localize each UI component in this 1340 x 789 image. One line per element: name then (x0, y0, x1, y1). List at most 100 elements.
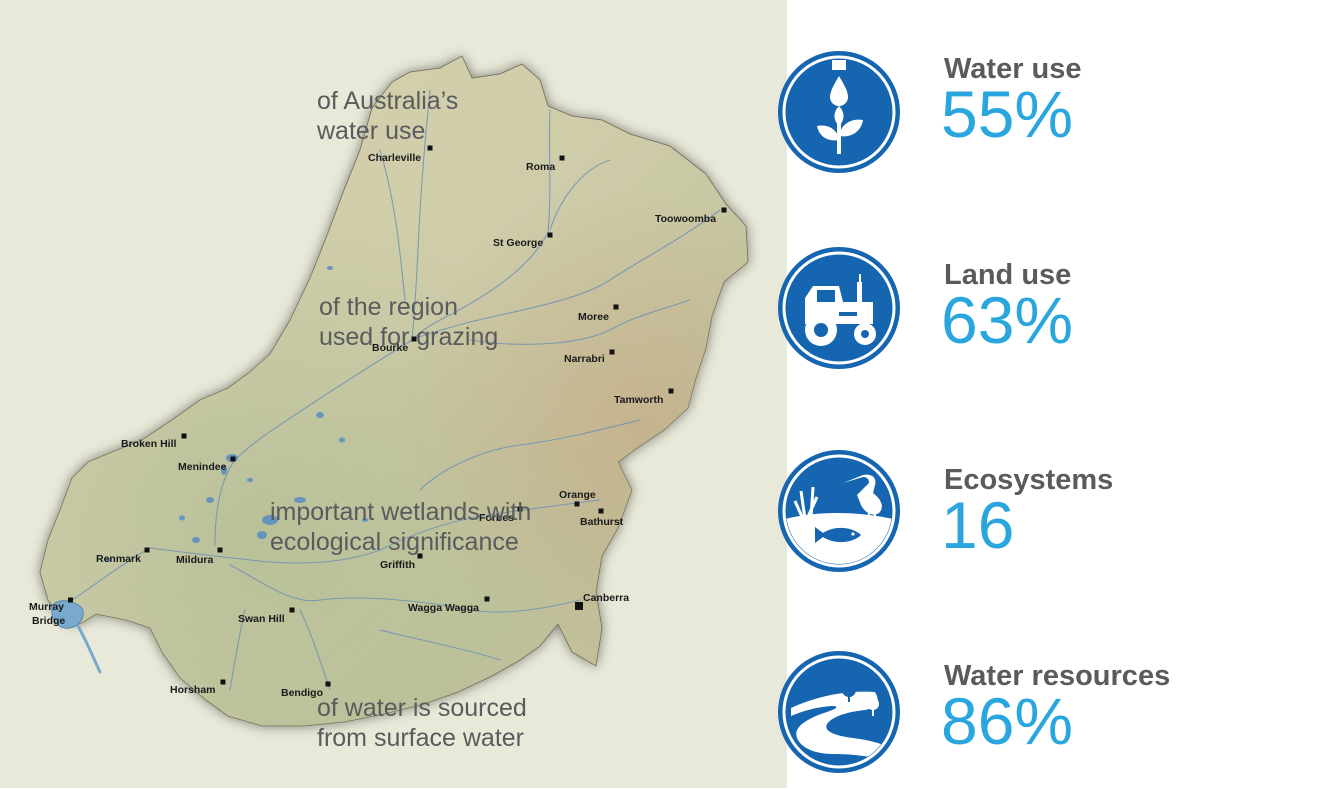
city-marker (220, 679, 226, 685)
city-label: Bendigo (281, 687, 323, 699)
stat-value: 16 (941, 488, 1015, 562)
city-marker (289, 607, 295, 613)
city-label: St George (493, 237, 543, 249)
stat-description-line: of the region (319, 293, 458, 321)
lakes (105, 266, 368, 562)
city-bourke[interactable]: Bourke (372, 336, 417, 355)
stat-description-line: of Australia’s (317, 87, 459, 115)
city-wagga-wagga[interactable]: Wagga Wagga (408, 596, 490, 615)
city-bendigo[interactable]: Bendigo (281, 681, 331, 700)
river-trees-icon (778, 651, 900, 773)
city-marker (144, 547, 150, 553)
water-drop-plant-icon (778, 51, 900, 173)
city-marker (417, 553, 423, 559)
city-marker (181, 433, 187, 439)
city-marker (517, 506, 523, 512)
city-marker (427, 145, 433, 151)
stat-description-line: of water is sourced (317, 694, 527, 722)
city-toowoomba[interactable]: Toowoomba (655, 207, 727, 226)
city-tamworth[interactable]: Tamworth (614, 388, 674, 407)
coorong (76, 624, 102, 674)
city-label: Narrabri (564, 353, 605, 365)
city-label: Swan Hill (238, 613, 285, 625)
city-label: Charleville (368, 152, 421, 164)
city-orange[interactable]: Orange (559, 489, 596, 507)
city-layer: Charleville Roma Toowoomba St George Moree Bo… (29, 145, 727, 700)
stat-description: important wetlands with ecological signif… (270, 497, 531, 557)
city-renmark[interactable]: Renmark (96, 547, 150, 566)
city-label: Horsham (170, 684, 216, 696)
stat-description-line: water use (317, 117, 426, 145)
city-label: Wagga Wagga (408, 602, 479, 614)
stat-title: Water use (944, 53, 1082, 85)
stat-value: 55% (941, 77, 1074, 151)
city-horsham[interactable]: Horsham (170, 679, 226, 697)
city-label: Forbes (479, 512, 514, 524)
city-label: Toowoomba (655, 213, 716, 225)
stat-value: 86% (941, 684, 1074, 758)
stat-water-resources: Water resources 86% of water is sourced fro… (317, 651, 1337, 789)
stat-title: Ecosystems (944, 464, 1114, 496)
city-st-george[interactable]: St George (493, 232, 553, 250)
city-bathurst[interactable]: Bathurst (580, 508, 624, 529)
stat-title: Water resources (944, 660, 1171, 692)
city-roma[interactable]: Roma (526, 155, 565, 174)
city-murray-bridge[interactable]: Murray Bridge (29, 597, 73, 628)
murray-darling-basin-map[interactable]: Charleville Roma Toowoomba St George Moree Bo… (0, 0, 787, 788)
city-charleville[interactable]: Charleville (368, 145, 433, 165)
stat-value: 63% (941, 283, 1074, 357)
city-marker (68, 597, 73, 603)
city-label: Renmark (96, 553, 141, 565)
city-label: Menindee (178, 461, 227, 473)
city-label: Moree (578, 311, 609, 323)
city-marker (547, 232, 553, 238)
city-label: Tamworth (614, 394, 663, 406)
city-marker (613, 304, 619, 310)
city-marker (230, 456, 236, 462)
city-label: Murray (29, 601, 64, 613)
stat-description: of Australia’s water use (317, 86, 458, 146)
stat-description: of the region used for grazing (319, 292, 498, 352)
city-marker (411, 336, 417, 342)
stat-description-line: used for grazing (319, 323, 499, 351)
city-label: Roma (526, 161, 555, 173)
city-griffith[interactable]: Griffith (380, 553, 423, 572)
city-marker (609, 349, 615, 355)
basin-relief-east (40, 56, 748, 726)
city-marker (574, 501, 580, 507)
city-swan-hill[interactable]: Swan Hill (238, 607, 295, 626)
tractor-icon (778, 247, 900, 369)
heron-fish-icon (778, 450, 900, 572)
city-label: Mildura (176, 554, 213, 566)
city-marker (575, 602, 583, 610)
stat-ecosystems: Ecosystems 16 important wetlands with ecolo… (270, 450, 1337, 593)
city-marker (559, 155, 565, 161)
stat-description: of water is sourced from surface water (317, 693, 527, 753)
city-canberra[interactable]: Canberra (575, 592, 629, 610)
stat-description-line: important wetlands with (270, 498, 532, 526)
city-marker (668, 388, 674, 394)
city-label: Bourke (372, 342, 408, 354)
stat-description-line: ecological significance (270, 528, 519, 556)
city-menindee[interactable]: Menindee (178, 456, 236, 474)
city-mildura[interactable]: Mildura (176, 547, 223, 567)
stat-land-use: Land use 63% of the region used for grazing (319, 247, 1337, 388)
city-marker (721, 207, 727, 213)
city-label: Bridge (32, 615, 65, 627)
city-marker (484, 596, 490, 602)
stat-water-use: Water use 55% of Australia’s water use (317, 51, 1337, 182)
city-forbes[interactable]: Forbes (479, 506, 523, 525)
city-narrabri[interactable]: Narrabri (564, 349, 615, 366)
stat-description-line: from surface water (317, 724, 525, 752)
city-broken-hill[interactable]: Broken Hill (121, 433, 187, 451)
city-label: Bathurst (580, 516, 624, 528)
lower-lakes (51, 600, 84, 629)
city-marker (325, 681, 331, 687)
city-marker (217, 547, 223, 553)
city-label: Broken Hill (121, 438, 177, 450)
city-moree[interactable]: Moree (578, 304, 619, 324)
stat-title: Land use (944, 259, 1072, 291)
city-label: Canberra (583, 592, 629, 604)
rivers (71, 89, 721, 691)
city-label: Griffith (380, 559, 415, 571)
